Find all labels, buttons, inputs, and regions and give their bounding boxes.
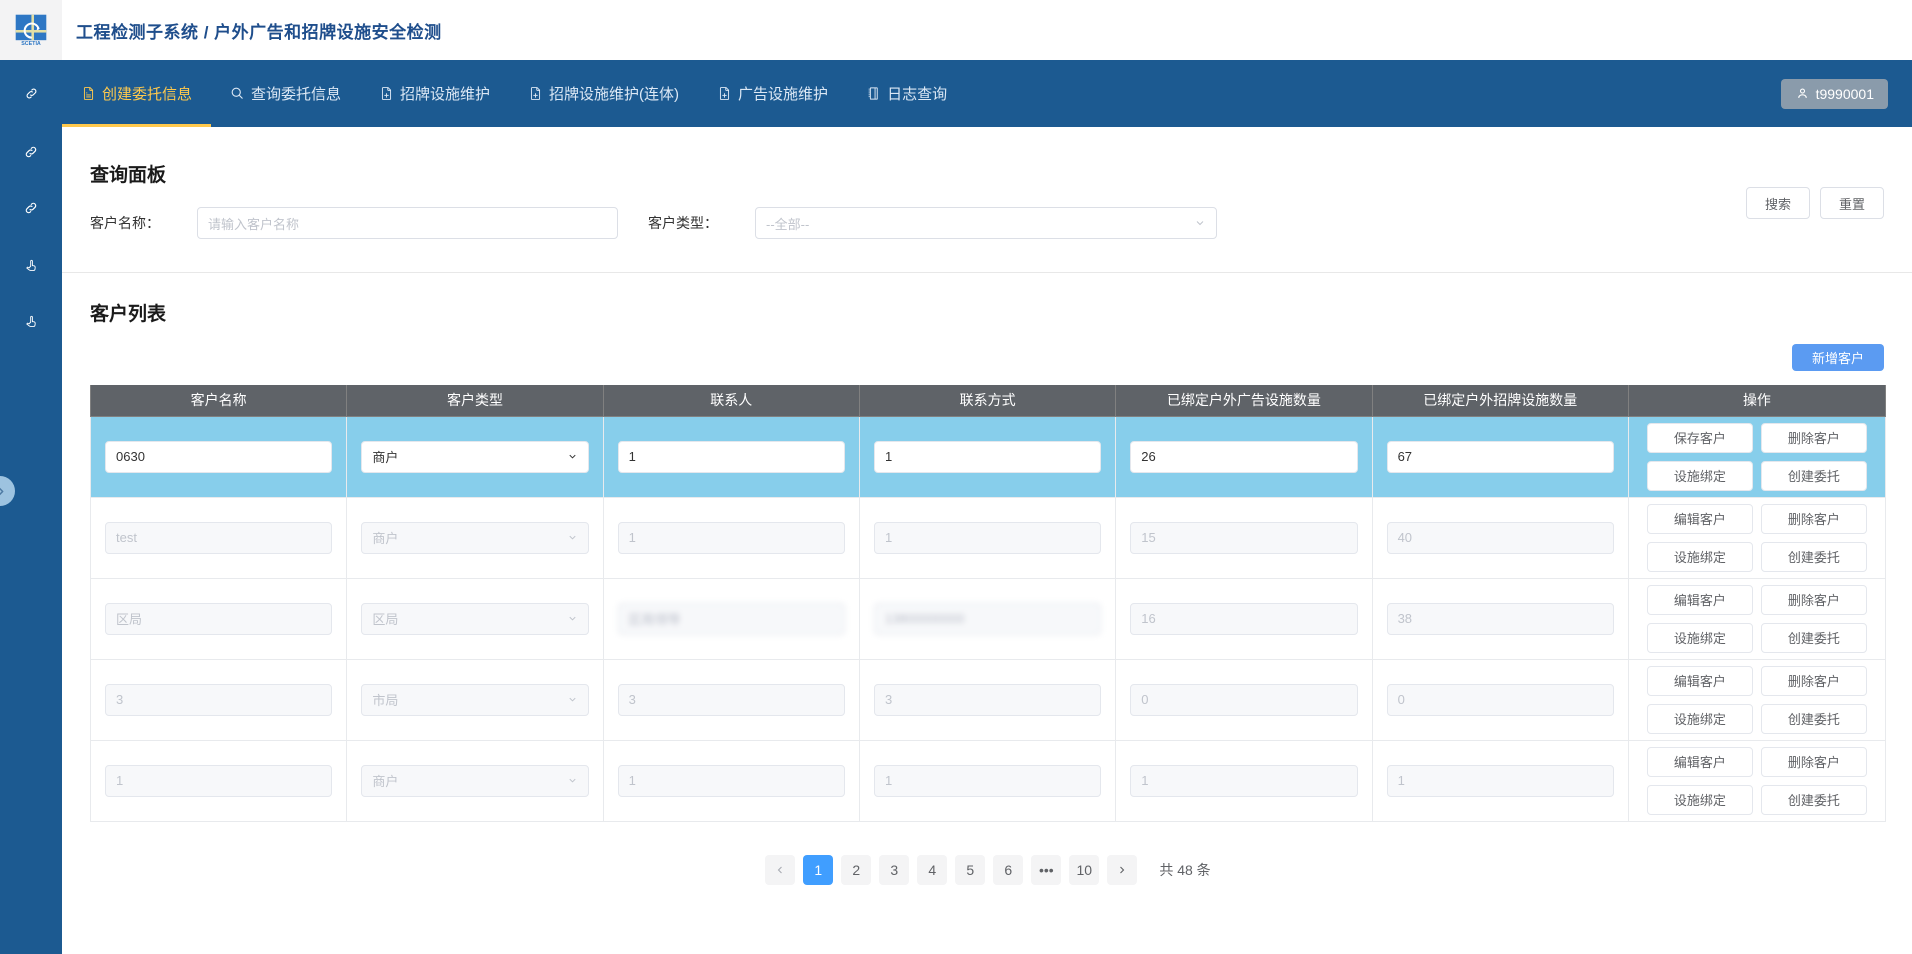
svg-text:SCETIA: SCETIA <box>21 41 41 47</box>
